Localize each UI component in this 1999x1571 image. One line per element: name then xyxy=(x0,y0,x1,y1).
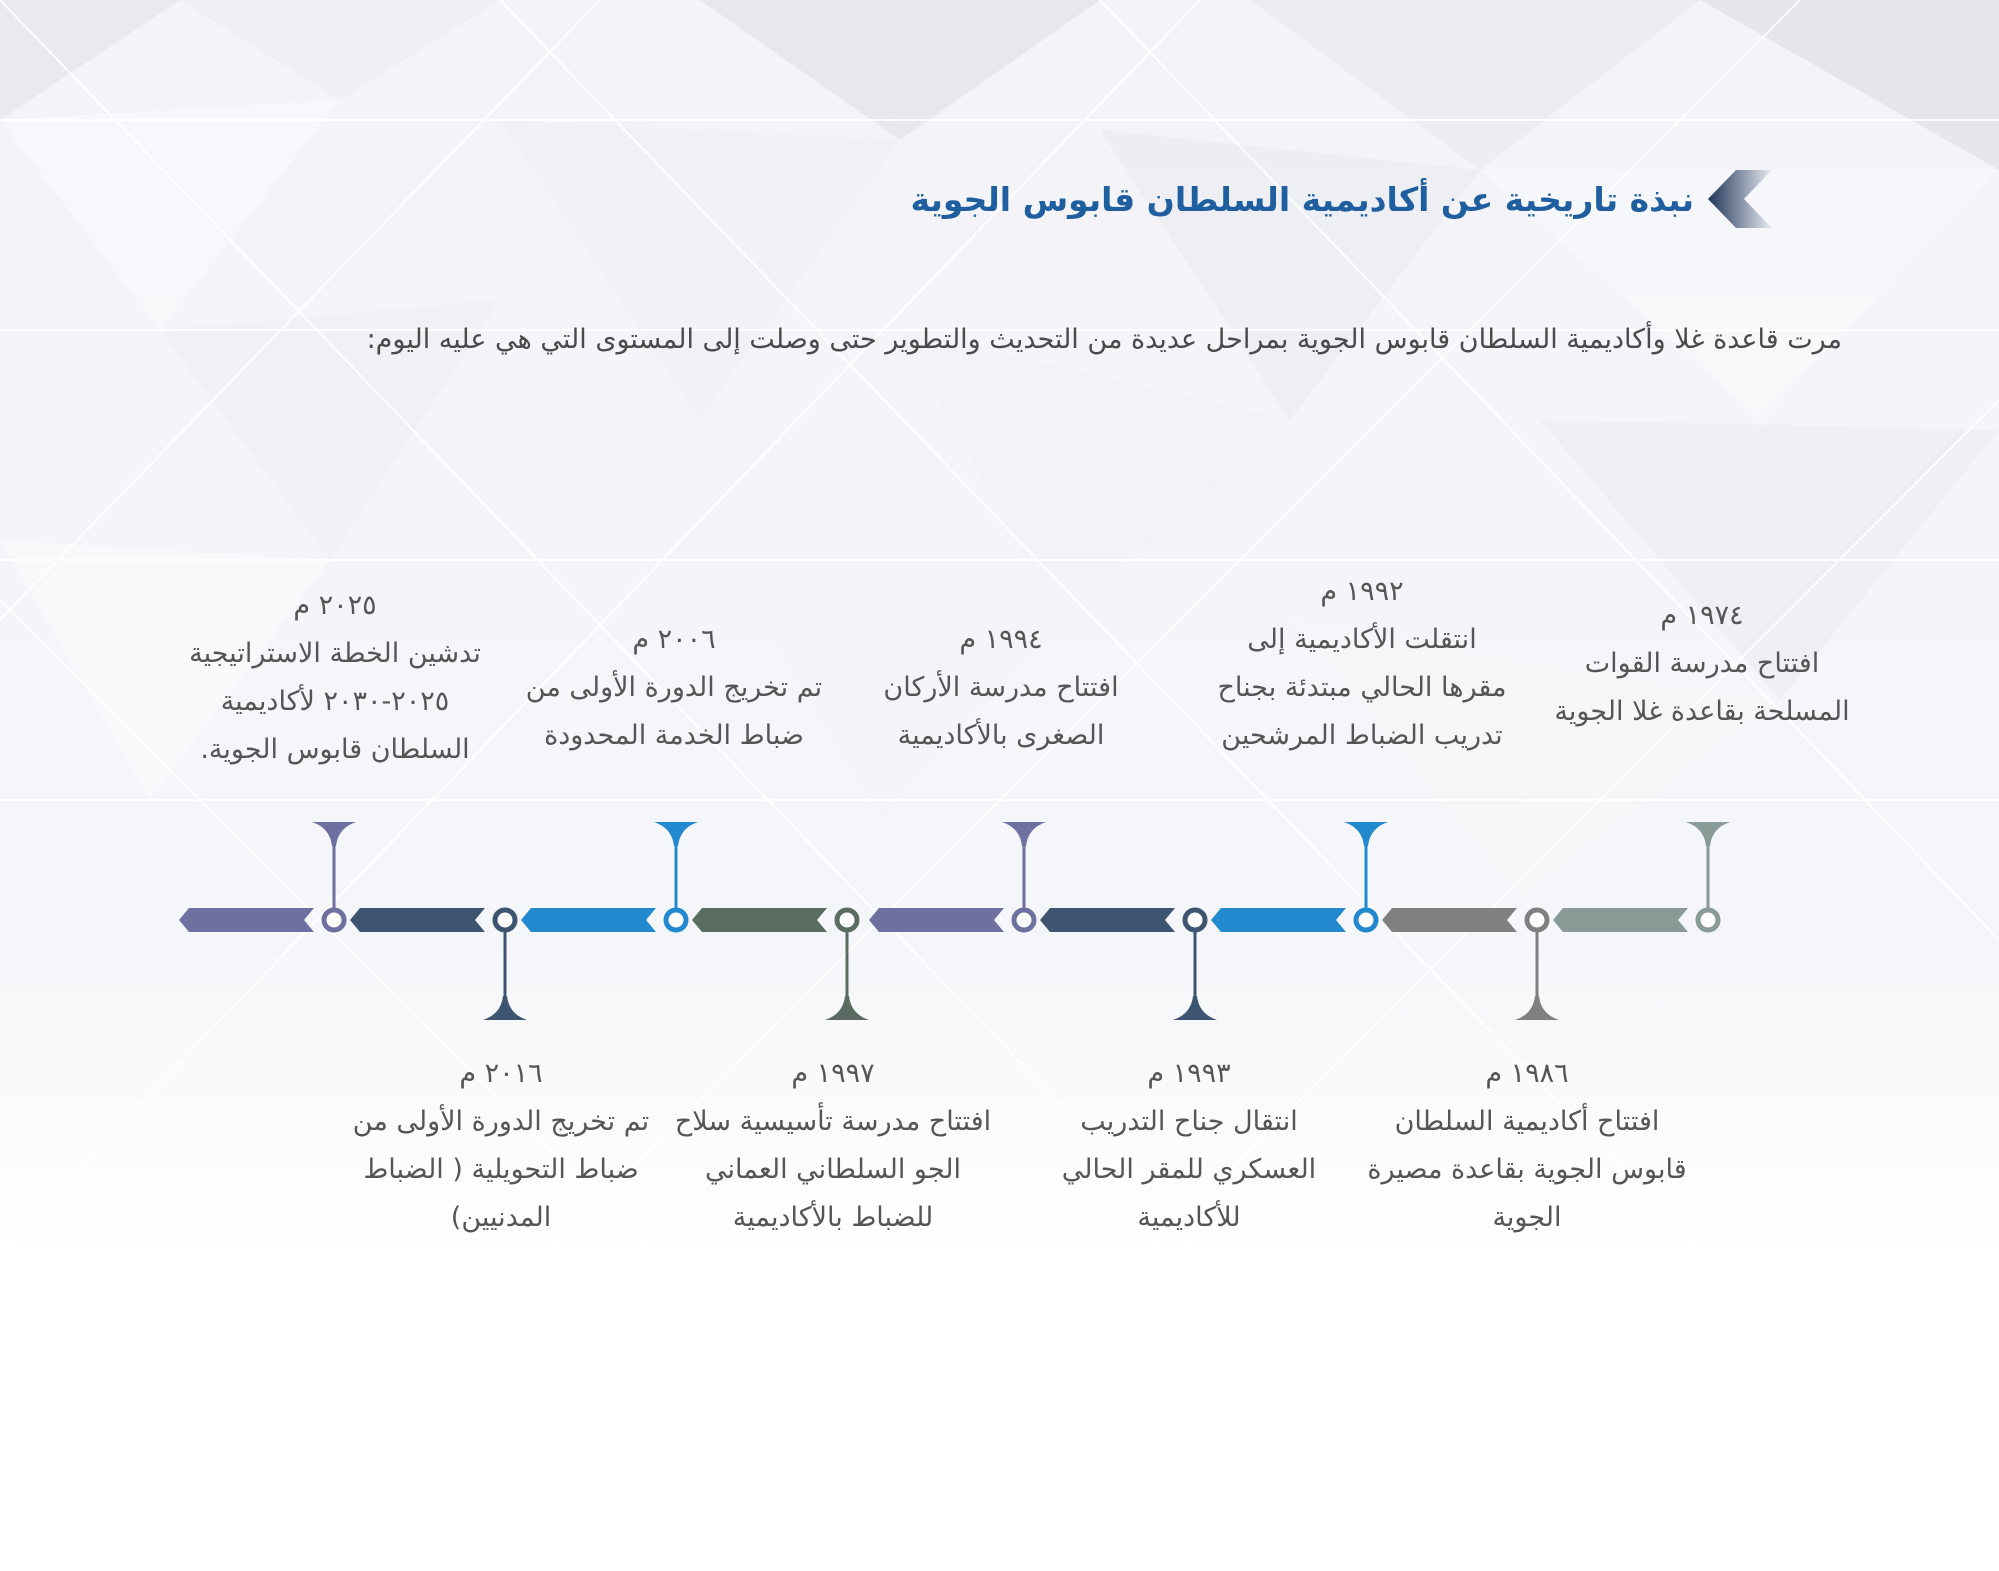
timeline-node xyxy=(1011,907,1037,933)
event-year: ١٩٩٤ م xyxy=(959,624,1043,655)
event-year: ٢٠٢٥ م xyxy=(293,590,377,621)
event-description: افتتاح مدرسة القوات المسلحة بقاعدة غلا ا… xyxy=(1554,648,1850,727)
timeline-node xyxy=(1353,907,1379,933)
timeline-node xyxy=(321,907,347,933)
event-description: انتقال جناح التدريب العسكري للمقر الحالي… xyxy=(1061,1106,1317,1233)
timeline-event-1: ١٩٧٤ م افتتاح مدرسة القوات المسلحة بقاعدة… xyxy=(1552,592,1852,736)
timeline-pin xyxy=(1686,822,1730,846)
chevron-left-icon xyxy=(1708,170,1772,228)
timeline-node xyxy=(492,907,518,933)
timeline-segment xyxy=(179,908,314,932)
timeline-event-3: ١٩٩٢ م انتقلت الأكاديمية إلى مقرها الحالي… xyxy=(1217,568,1507,760)
timeline-node xyxy=(1695,907,1721,933)
timeline-segment xyxy=(1211,908,1346,932)
timeline-event-9: ٢٠٢٥ م تدشين الخطة الاستراتيجية ٢٠٢٥-٢٠٣٠… xyxy=(180,582,490,774)
timeline-event-7: ٢٠٠٦ م تم تخريج الدورة الأولى من ضباط الخ… xyxy=(519,616,829,760)
timeline-node xyxy=(834,907,860,933)
timeline-event-6: ١٩٩٧ م افتتاح مدرسة تأسيسية سلاح الجو الس… xyxy=(668,1050,998,1242)
event-description: انتقلت الأكاديمية إلى مقرها الحالي مبتدئ… xyxy=(1217,624,1507,751)
timeline-pin xyxy=(825,996,869,1020)
event-description: افتتاح مدرسة الأركان الصغرى بالأكاديمية xyxy=(883,672,1119,751)
timeline-event-5: ١٩٩٤ م افتتاح مدرسة الأركان الصغرى بالأكا… xyxy=(851,616,1151,760)
event-year: ٢٠١٦ م xyxy=(459,1058,543,1089)
event-year: ١٩٩٧ م xyxy=(791,1058,875,1089)
timeline-segment xyxy=(692,908,827,932)
timeline-event-4: ١٩٩٣ م انتقال جناح التدريب العسكري للمقر … xyxy=(1039,1050,1339,1242)
event-description: افتتاح أكاديمية السلطان قابوس الجوية بقا… xyxy=(1367,1106,1687,1233)
timeline-pin xyxy=(1173,996,1217,1020)
timeline-segment xyxy=(1382,908,1517,932)
intro-paragraph: مرت قاعدة غلا وأكاديمية السلطان قابوس ال… xyxy=(366,324,1842,355)
timeline-node xyxy=(1524,907,1550,933)
timeline-pin xyxy=(483,996,527,1020)
timeline-segment xyxy=(1040,908,1175,932)
event-description: تدشين الخطة الاستراتيجية ٢٠٢٥-٢٠٣٠ لأكاد… xyxy=(189,638,481,765)
timeline-pin xyxy=(1344,822,1388,846)
event-description: افتتاح مدرسة تأسيسية سلاح الجو السلطاني … xyxy=(674,1106,992,1233)
timeline-segment xyxy=(869,908,1004,932)
timeline-pin xyxy=(654,822,698,846)
event-year: ١٩٩٣ م xyxy=(1147,1058,1231,1089)
timeline-segment xyxy=(1553,908,1688,932)
timeline-event-8: ٢٠١٦ م تم تخريج الدورة الأولى من ضباط الت… xyxy=(336,1050,666,1242)
timeline-segment xyxy=(350,908,485,932)
event-description: تم تخريج الدورة الأولى من ضباط الخدمة ال… xyxy=(525,672,823,751)
timeline-pin xyxy=(1515,996,1559,1020)
timeline-node xyxy=(663,907,689,933)
timeline-segment xyxy=(521,908,656,932)
timeline-pin xyxy=(312,822,356,846)
event-year: ٢٠٠٦ م xyxy=(632,624,716,655)
event-description: تم تخريج الدورة الأولى من ضباط التحويلية… xyxy=(352,1106,650,1233)
timeline-node xyxy=(1182,907,1208,933)
event-year: ١٩٨٦ م xyxy=(1485,1058,1569,1089)
timeline-pin xyxy=(1002,822,1046,846)
page-heading: نبذة تاريخية عن أكاديمية السلطان قابوس ا… xyxy=(910,179,1695,219)
timeline-event-2: ١٩٨٦ م افتتاح أكاديمية السلطان قابوس الجو… xyxy=(1357,1050,1697,1242)
event-year: ١٩٧٤ م xyxy=(1660,600,1744,631)
page-title: نبذة تاريخية عن أكاديمية السلطان قابوس ا… xyxy=(910,170,1772,228)
event-year: ١٩٩٢ م xyxy=(1320,576,1404,607)
